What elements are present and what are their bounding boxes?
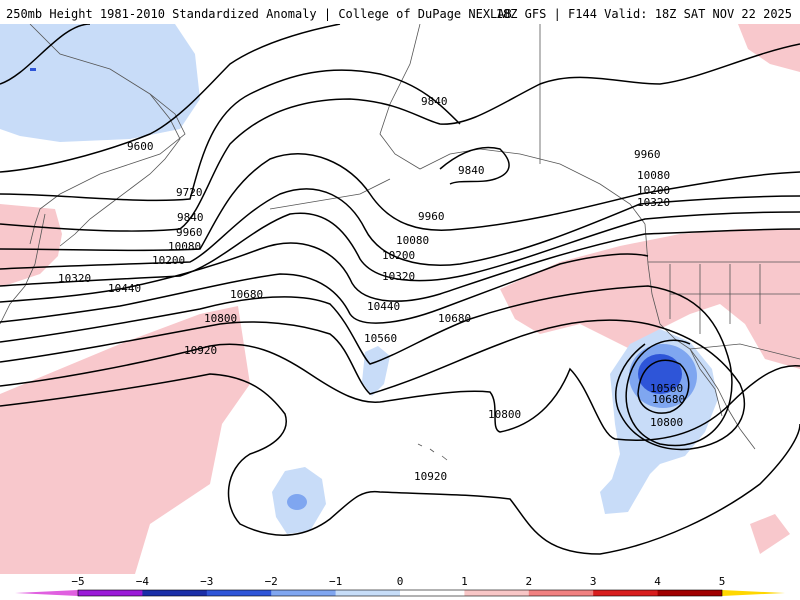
contour-label: 10800 — [650, 416, 683, 429]
map-title: 250mb Height 1981-2010 Standardized Anom… — [6, 7, 512, 21]
contour-9960 — [0, 153, 800, 252]
contour-label: 10200 — [382, 249, 415, 262]
contour-label: 10560 — [364, 332, 397, 345]
contour-label: 9840 — [177, 211, 204, 224]
contour-label: 10440 — [108, 282, 141, 295]
colorbar-tick-label: −5 — [71, 575, 84, 588]
contour-label: 10080 — [637, 169, 670, 182]
colorbar-tick-label: 2 — [525, 575, 532, 588]
colorbar-right-arrow — [722, 590, 785, 596]
colorbar-swatch — [142, 590, 208, 596]
baja-california — [689, 348, 723, 417]
contour-label: 10080 — [396, 234, 429, 247]
pos-region-japan — [0, 204, 62, 286]
contour-label: 9840 — [421, 95, 448, 108]
aleutians — [269, 178, 391, 210]
colorbar-tick-label: −1 — [329, 575, 342, 588]
colorbar-swatch — [400, 590, 465, 596]
contour-label: 10920 — [414, 470, 447, 483]
contour-label: 10560 — [650, 382, 683, 395]
height-contours — [0, 24, 800, 555]
colorbar-ticks: −5 −4 −3 −2 −1 0 1 2 3 4 5 — [71, 575, 725, 588]
contour-10320 — [0, 228, 800, 303]
asia-coastline — [29, 24, 186, 245]
contour-9720 — [0, 69, 461, 202]
contour-label: 10680 — [438, 312, 471, 325]
colorbar-tick-label: 5 — [719, 575, 726, 588]
contour-label: 10320 — [382, 270, 415, 283]
pos-region-southeast — [750, 514, 790, 554]
neg-subtropical-core — [287, 494, 307, 510]
contour-10800 — [0, 343, 800, 441]
contour-10560 — [0, 285, 733, 447]
contour-label: 10200 — [152, 254, 185, 267]
contour-label: 9960 — [418, 210, 445, 223]
contour-10680 — [0, 319, 746, 451]
contour-label: 10680 — [652, 393, 685, 406]
colorbar-swatch — [335, 590, 401, 596]
contour-10920 — [0, 373, 800, 555]
colorbar-tick-label: −2 — [265, 575, 278, 588]
colorbar: −5 −4 −3 −2 −1 0 1 2 3 4 5 — [0, 574, 800, 600]
contour-label: 10320 — [58, 272, 91, 285]
colorbar-tick-label: 3 — [590, 575, 597, 588]
contour-label: 9600 — [127, 140, 154, 153]
japan-coastline — [0, 213, 46, 325]
pos-region-canada-corner — [738, 24, 800, 72]
pos-region-west-pacific — [0, 306, 250, 574]
contour-9840-loop — [439, 146, 510, 185]
colorbar-left-arrow — [15, 590, 78, 596]
colorbar-swatch — [464, 590, 530, 596]
colorbar-swatch — [78, 590, 143, 596]
contour-9840 — [0, 43, 800, 232]
contour-10560-inner — [637, 359, 690, 414]
colorbar-tick-label: 0 — [397, 575, 404, 588]
contour-label: 10320 — [637, 196, 670, 209]
contour-label: 10080 — [168, 240, 201, 253]
kamchatka-coastline — [129, 93, 181, 190]
model-run-info: 18Z GFS | F144 Valid: 18Z SAT NOV 22 202… — [495, 7, 792, 21]
contour-labels: 9600 9720 9840 9840 9840 9960 9960 9960 … — [58, 95, 685, 483]
colorbar-swatch — [271, 590, 337, 596]
colorbar-swatches — [78, 590, 723, 596]
neg-region-siberia — [0, 24, 200, 142]
neg-cutoff-core — [638, 354, 682, 394]
positive-anomaly-shading — [0, 24, 800, 574]
contour-label: 10200 — [637, 184, 670, 197]
us-mexico-border — [689, 343, 800, 360]
pos-region-northeast-pacific — [500, 229, 800, 369]
colorbar-tick-label: 1 — [461, 575, 468, 588]
colorbar-tick-label: 4 — [654, 575, 661, 588]
contour-label: 10440 — [367, 300, 400, 313]
colorbar-swatch — [528, 590, 594, 596]
colorbar-tick-label: −3 — [200, 575, 213, 588]
contour-10440 — [0, 253, 649, 324]
colorbar-swatch — [206, 590, 272, 596]
contour-label: 10680 — [230, 288, 263, 301]
contour-10080 — [0, 188, 800, 270]
contour-label: 10800 — [488, 408, 521, 421]
alaska-coastline — [379, 24, 646, 225]
colorbar-tick-label: −4 — [136, 575, 150, 588]
contour-label: 9720 — [176, 186, 203, 199]
hawaii-islands — [417, 443, 448, 461]
geographic-boundaries — [0, 24, 800, 461]
colorbar-swatch — [593, 590, 659, 596]
colorbar-frame — [77, 589, 723, 597]
contour-label: 9960 — [634, 148, 661, 161]
colorbar-swatch — [657, 590, 723, 596]
anomaly-map: 9600 9720 9840 9840 9840 9960 9960 9960 … — [0, 24, 800, 574]
contour-label: 9960 — [176, 226, 203, 239]
contour-9600 — [0, 24, 341, 173]
contour-label: 10800 — [204, 312, 237, 325]
neg-small-cell — [30, 68, 36, 71]
contour-label: 10920 — [184, 344, 217, 357]
contour-label: 9840 — [458, 164, 485, 177]
